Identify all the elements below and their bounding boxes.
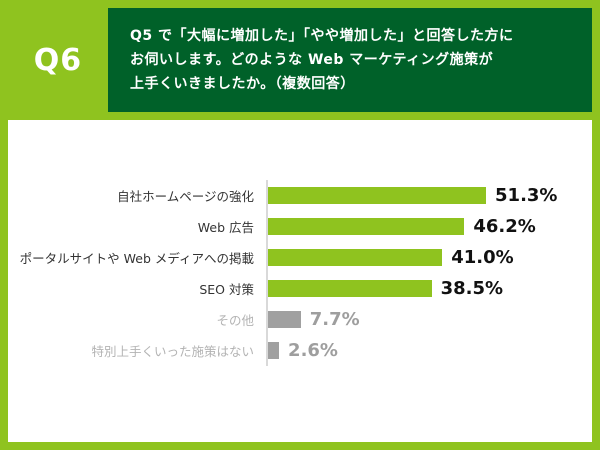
- question-number: Q6: [33, 42, 83, 78]
- category-label: Web 広告: [197, 220, 254, 235]
- question-box: Q5 で「大幅に増加した」「やや増加した」と回答した方に お伺いします。どのよう…: [108, 8, 592, 112]
- bar-area: 2.6%: [266, 335, 592, 366]
- bar-area: 7.7%: [266, 304, 592, 335]
- bar-area: 38.5%: [266, 273, 592, 304]
- chart-row: Web 広告 46.2%: [8, 211, 592, 242]
- bar: [268, 342, 280, 359]
- chart-card: 自社ホームページの強化 51.3% Web 広告 46.2% ポータルサイトや …: [8, 120, 592, 442]
- bar: [268, 249, 443, 266]
- bar: [268, 218, 465, 235]
- bar-area: 51.3%: [266, 180, 592, 211]
- bar-area: 46.2%: [266, 211, 592, 242]
- question-text-line: お伺いします。どのような Web マーケティング施策が: [130, 51, 494, 68]
- category-label: 特別上手くいった施策はない: [91, 344, 254, 359]
- chart-row: 特別上手くいった施策はない 2.6%: [8, 335, 592, 366]
- category-label: SEO 対策: [199, 282, 254, 297]
- question-text-line: 上手くいきましたか。（複数回答）: [130, 76, 355, 93]
- question-text-line: Q5 で「大幅に増加した」「やや増加した」と回答した方に: [130, 27, 514, 44]
- category-label: その他: [216, 313, 254, 328]
- value-label: 41.0%: [451, 247, 514, 268]
- category-label: 自社ホームページの強化: [117, 189, 254, 204]
- bar: [268, 280, 432, 297]
- bar-chart: 自社ホームページの強化 51.3% Web 広告 46.2% ポータルサイトや …: [8, 120, 592, 366]
- chart-row: ポータルサイトや Web メディアへの掲載 41.0%: [8, 242, 592, 273]
- chart-row: その他 7.7%: [8, 304, 592, 335]
- value-label: 38.5%: [440, 278, 504, 299]
- bar-area: 41.0%: [266, 242, 592, 273]
- value-label: 46.2%: [473, 216, 536, 237]
- bar: [268, 187, 487, 204]
- value-label: 7.7%: [309, 309, 360, 330]
- header: Q6 Q5 で「大幅に増加した」「やや増加した」と回答した方に お伺いします。ど…: [8, 8, 592, 112]
- bar: [268, 311, 301, 328]
- question-number-cell: Q6: [8, 8, 108, 112]
- category-label: ポータルサイトや Web メディアへの掲載: [19, 251, 254, 266]
- value-label: 2.6%: [288, 340, 338, 361]
- value-label: 51.3%: [495, 185, 558, 206]
- chart-row: SEO 対策 38.5%: [8, 273, 592, 304]
- chart-row: 自社ホームページの強化 51.3%: [8, 180, 592, 211]
